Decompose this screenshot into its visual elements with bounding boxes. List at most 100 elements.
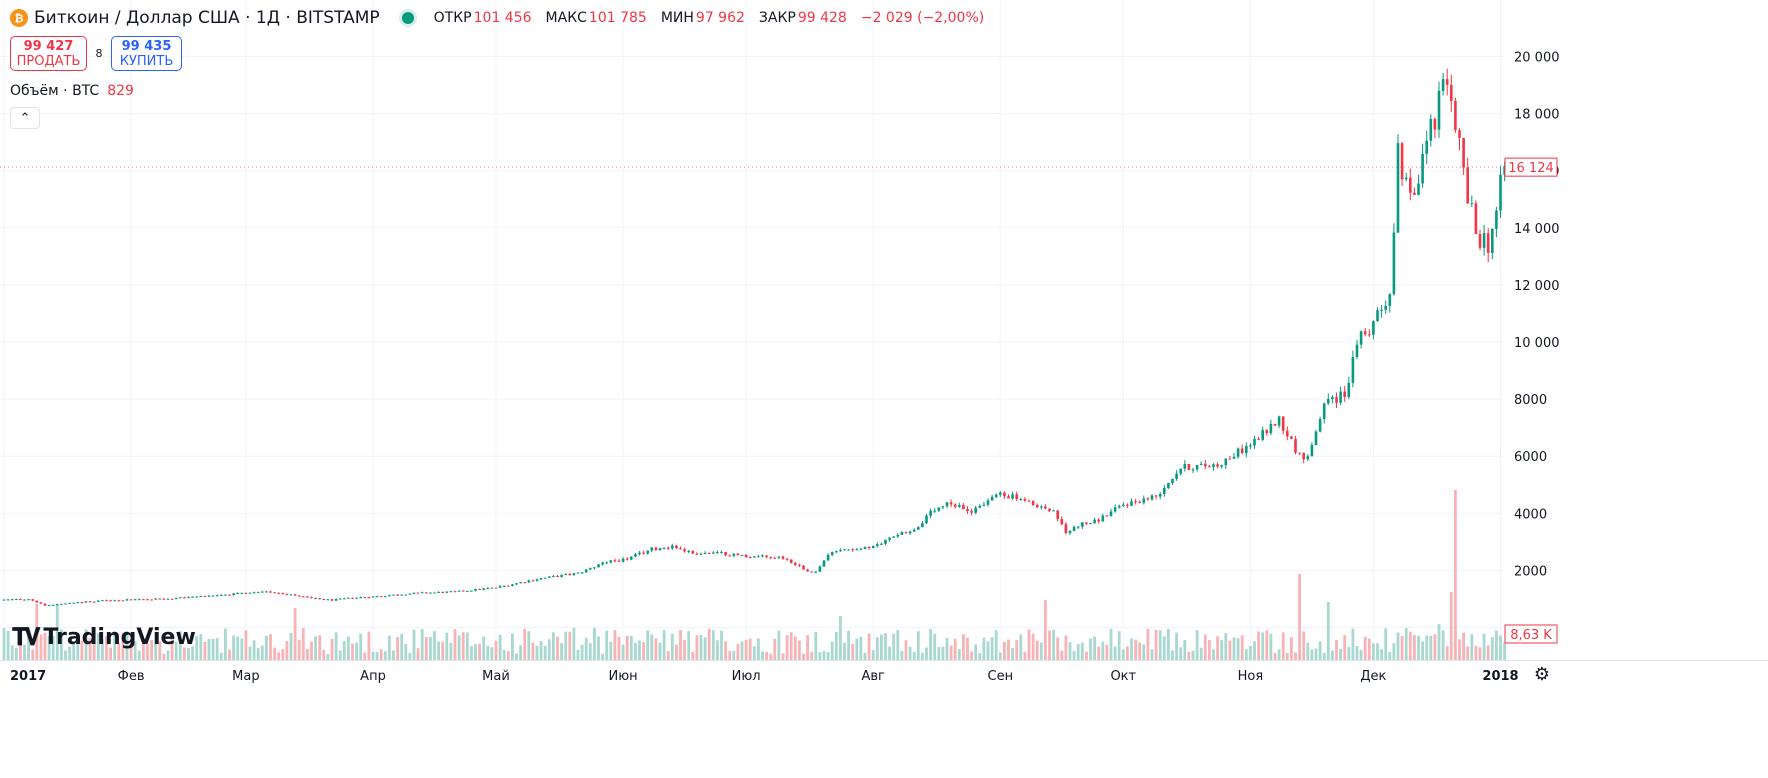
volume-bar bbox=[1179, 647, 1183, 660]
candle-body bbox=[843, 549, 846, 551]
x-tick-label: Ноя bbox=[1238, 669, 1264, 684]
candle-body bbox=[1085, 522, 1088, 524]
volume-bar bbox=[285, 641, 289, 660]
candle-body bbox=[355, 597, 358, 599]
x-tick-label: Фев bbox=[118, 669, 145, 684]
candle-body bbox=[490, 587, 494, 589]
candle-body bbox=[1388, 294, 1392, 307]
candle-body bbox=[2, 599, 6, 601]
volume-bar bbox=[1171, 650, 1174, 660]
volume-bar bbox=[662, 629, 666, 660]
candle-body bbox=[31, 599, 34, 601]
volume-bar bbox=[404, 644, 408, 660]
volume-bar bbox=[1048, 630, 1051, 660]
x-tick-label: 2018 bbox=[1482, 669, 1518, 684]
candle-body bbox=[597, 564, 600, 568]
volume-bar bbox=[347, 636, 350, 660]
candle-body bbox=[215, 595, 219, 597]
gear-icon[interactable]: ⚙ bbox=[1533, 663, 1551, 685]
collapse-legend-button[interactable]: ⌃ bbox=[10, 107, 40, 129]
volume-bar bbox=[576, 649, 580, 660]
volume-bar bbox=[178, 630, 182, 660]
candle-body bbox=[129, 599, 133, 601]
candle-body bbox=[568, 574, 572, 576]
volume-bar bbox=[724, 641, 727, 660]
volume-bar bbox=[941, 646, 945, 660]
candle-body bbox=[220, 594, 223, 596]
candle-body bbox=[289, 594, 293, 596]
volume-bar bbox=[1044, 600, 1047, 660]
candle-body bbox=[654, 547, 658, 550]
candle-body bbox=[1142, 498, 1146, 503]
candle-body bbox=[1441, 79, 1445, 91]
candle-body bbox=[884, 539, 887, 544]
bitcoin-icon: ₿ bbox=[10, 9, 28, 27]
candle-body bbox=[794, 562, 797, 565]
volume-bar bbox=[1199, 647, 1203, 660]
volume-bar bbox=[884, 633, 887, 660]
volume-bar bbox=[158, 641, 162, 660]
candle-body bbox=[125, 599, 129, 601]
volume-bar bbox=[1331, 650, 1334, 660]
volume-bar bbox=[962, 634, 965, 660]
candle-body bbox=[1277, 416, 1281, 426]
candle-body bbox=[769, 556, 772, 558]
volume-bar bbox=[642, 641, 645, 660]
candle-body bbox=[412, 592, 416, 594]
volume-bar bbox=[1167, 628, 1170, 660]
volume-bar bbox=[1039, 642, 1043, 660]
symbol-title[interactable]: Биткоин / Доллар США · 1Д · BITSTAMP bbox=[34, 8, 380, 28]
volume-bar bbox=[703, 637, 707, 660]
candle-body bbox=[449, 591, 453, 593]
volume-bar bbox=[736, 643, 740, 660]
candle-body bbox=[314, 598, 317, 600]
candle-body bbox=[420, 592, 424, 594]
volume-bar bbox=[1482, 633, 1486, 660]
candle-body bbox=[1240, 448, 1244, 454]
candle-body bbox=[379, 596, 383, 598]
volume-bar bbox=[1449, 592, 1453, 660]
candle-body bbox=[929, 510, 932, 516]
buy-price: 99 435 bbox=[121, 38, 172, 54]
tradingview-logo[interactable]: 𝐓𝐕 TradingView bbox=[12, 623, 196, 651]
volume-bar bbox=[1064, 635, 1068, 660]
open-value: 101 456 bbox=[473, 10, 532, 26]
volume-bar bbox=[105, 635, 108, 660]
volume-legend[interactable]: Объём · BTC 829 bbox=[10, 83, 134, 99]
sell-button[interactable]: 99 427 ПРОДАТЬ bbox=[10, 36, 87, 71]
open-label: ОТКР bbox=[433, 10, 472, 26]
candle-body bbox=[679, 548, 682, 550]
candle-body bbox=[1314, 431, 1318, 445]
volume-bar bbox=[1408, 631, 1412, 660]
volume-bar bbox=[1121, 649, 1125, 660]
volume-bar bbox=[326, 653, 330, 660]
volume-bar bbox=[43, 632, 47, 660]
volume-bar bbox=[330, 638, 334, 660]
candle-body bbox=[707, 552, 711, 554]
volume-bar bbox=[474, 644, 477, 660]
volume-bar bbox=[1421, 641, 1424, 660]
candle-body bbox=[1089, 523, 1092, 525]
candle-body bbox=[699, 553, 703, 555]
candle-body bbox=[1310, 444, 1314, 457]
volume-bar bbox=[338, 650, 342, 660]
volume-bar bbox=[826, 652, 830, 660]
volume-bar bbox=[388, 635, 391, 660]
volume-bar bbox=[445, 632, 449, 660]
candle-body bbox=[1064, 524, 1068, 534]
candle-body bbox=[695, 553, 699, 555]
candle-body bbox=[543, 577, 547, 579]
candle-body bbox=[371, 596, 375, 598]
volume-bar bbox=[1257, 631, 1260, 660]
candle-body bbox=[244, 592, 248, 594]
volume-bar bbox=[297, 639, 301, 660]
volume-bar bbox=[371, 651, 375, 660]
volume-bar bbox=[966, 637, 969, 660]
volume-bar bbox=[322, 649, 326, 660]
volume-bar bbox=[527, 631, 531, 660]
candle-body bbox=[531, 580, 535, 582]
buy-button[interactable]: 99 435 КУПИТЬ bbox=[111, 36, 182, 71]
volume-bar bbox=[769, 653, 773, 660]
candle-body bbox=[1122, 504, 1125, 506]
